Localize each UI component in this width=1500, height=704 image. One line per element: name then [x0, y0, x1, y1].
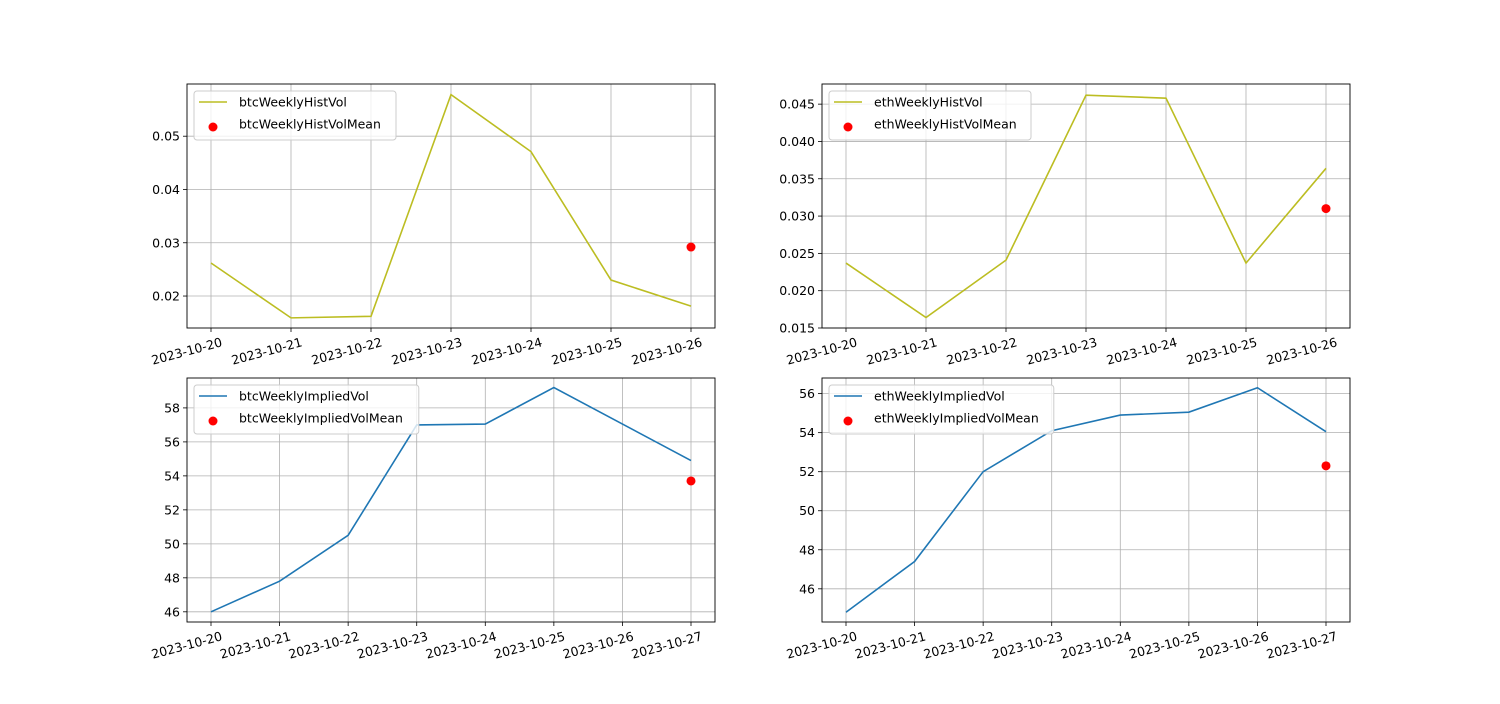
legend-box [193, 90, 397, 141]
legend: btcWeeklyHistVol btcWeeklyHistVolMean [193, 90, 397, 141]
legend-label: btcWeeklyHistVolMean [239, 117, 381, 132]
series-line-ethWeeklyHistVol [845, 94, 1327, 319]
legend-dot-swatch [208, 122, 218, 132]
legend-box [828, 90, 1032, 141]
x-tick-label: 2023-10-21 [218, 628, 292, 661]
y-tick-label: 50 [799, 503, 815, 518]
x-tick-label: 2023-10-26 [630, 334, 704, 367]
x-tick-label: 2023-10-20 [150, 628, 224, 661]
y-tick-label: 56 [164, 434, 180, 449]
y-tick-label: 0.05 [152, 129, 180, 144]
x-tick-label: 2023-10-24 [470, 334, 544, 367]
legend-box [828, 384, 1055, 435]
y-tick-label: 54 [799, 425, 815, 440]
legend-label: ethWeeklyHistVol [874, 95, 983, 110]
x-tick-label: 2023-10-26 [1196, 628, 1270, 661]
axes-frame [186, 83, 716, 329]
y-tick-label: 46 [164, 604, 180, 619]
y-tick-label: 0.025 [779, 246, 815, 261]
series-line-btcWeeklyHistVol [210, 93, 692, 319]
x-tick-label: 2023-10-23 [1025, 334, 1099, 367]
y-tick-label: 0.040 [779, 134, 815, 149]
series-line-ethWeeklyImpliedVol [845, 386, 1327, 613]
legend: ethWeeklyImpliedVol ethWeeklyImpliedVolMe… [828, 384, 1055, 435]
mean-point [686, 242, 696, 252]
subplot-4: 2023-10-202023-10-212023-10-222023-10-23… [785, 377, 1351, 662]
y-tick-label: 58 [164, 400, 180, 415]
x-tick-label: 2023-10-23 [990, 628, 1064, 661]
x-tick-label: 2023-10-27 [1265, 628, 1339, 661]
x-tick-label: 2023-10-26 [1265, 334, 1339, 367]
y-tick-label: 0.04 [152, 182, 180, 197]
subplot-3: 2023-10-202023-10-212023-10-222023-10-23… [150, 377, 716, 662]
x-tick-label: 2023-10-21 [853, 628, 927, 661]
legend-label: ethWeeklyHistVolMean [874, 117, 1017, 132]
y-tick-label: 0.015 [779, 321, 815, 336]
x-tick-label: 2023-10-27 [630, 628, 704, 661]
y-tick-label: 0.030 [779, 209, 815, 224]
legend-box [193, 384, 420, 435]
y-tick-label: 50 [164, 536, 180, 551]
mean-point [1321, 204, 1331, 214]
x-tick-label: 2023-10-21 [230, 334, 304, 367]
x-tick-label: 2023-10-20 [150, 334, 224, 367]
x-tick-label: 2023-10-23 [355, 628, 429, 661]
legend-label: btcWeeklyHistVol [239, 95, 347, 110]
x-tick-label: 2023-10-22 [287, 628, 361, 661]
x-tick-label: 2023-10-25 [550, 334, 624, 367]
x-tick-label: 2023-10-22 [945, 334, 1019, 367]
y-tick-label: 0.03 [152, 235, 180, 250]
axes-frame [821, 83, 1351, 329]
y-tick-label: 46 [799, 581, 815, 596]
x-tick-label: 2023-10-21 [865, 334, 939, 367]
legend-dot-swatch [843, 416, 853, 426]
subplot-1: 2023-10-20 2023-10-21 2023-10-22 2023-10-23… [150, 83, 716, 368]
subplot-2: 2023-10-20 2023-10-21 2023-10-22 2023-10-23… [779, 83, 1351, 368]
y-tick-label: 56 [799, 386, 815, 401]
x-tick-label: 2023-10-20 [785, 334, 859, 367]
y-tick-label: 0.035 [779, 171, 815, 186]
x-tick-label: 2023-10-24 [1105, 334, 1179, 367]
y-tick-label: 48 [799, 542, 815, 557]
y-tick-label: 52 [799, 464, 815, 479]
mean-point [1321, 461, 1331, 471]
legend-label: btcWeeklyImpliedVolMean [239, 411, 403, 426]
x-tick-label: 2023-10-22 [310, 334, 384, 367]
y-tick-label: 52 [164, 502, 180, 517]
legend-dot-swatch [208, 416, 218, 426]
x-tick-label: 2023-10-25 [1185, 334, 1259, 367]
x-tick-label: 2023-10-25 [1128, 628, 1202, 661]
legend: btcWeeklyImpliedVol btcWeeklyImpliedVolMe… [193, 384, 420, 435]
x-tick-label: 2023-10-26 [561, 628, 635, 661]
y-tick-label: 0.045 [779, 97, 815, 112]
legend-label: ethWeeklyImpliedVol [874, 389, 1005, 404]
axes-frame [821, 377, 1351, 623]
x-tick-label: 2023-10-24 [424, 628, 498, 661]
axes-frame [186, 377, 716, 623]
y-tick-label: 48 [164, 570, 180, 585]
legend-label: ethWeeklyImpliedVolMean [874, 411, 1039, 426]
x-tick-label: 2023-10-25 [493, 628, 567, 661]
x-tick-label: 2023-10-24 [1059, 628, 1133, 661]
legend-label: btcWeeklyImpliedVol [239, 389, 369, 404]
legend: ethWeeklyHistVol ethWeeklyHistVolMean [828, 90, 1032, 141]
legend-dot-swatch [843, 122, 853, 132]
y-tick-label: 0.020 [779, 283, 815, 298]
y-tick-label: 0.02 [152, 289, 180, 304]
x-tick-label: 2023-10-23 [390, 334, 464, 367]
x-tick-label: 2023-10-20 [785, 628, 859, 661]
y-tick-label: 54 [164, 468, 180, 483]
mean-point [686, 476, 696, 486]
x-tick-label: 2023-10-22 [922, 628, 996, 661]
